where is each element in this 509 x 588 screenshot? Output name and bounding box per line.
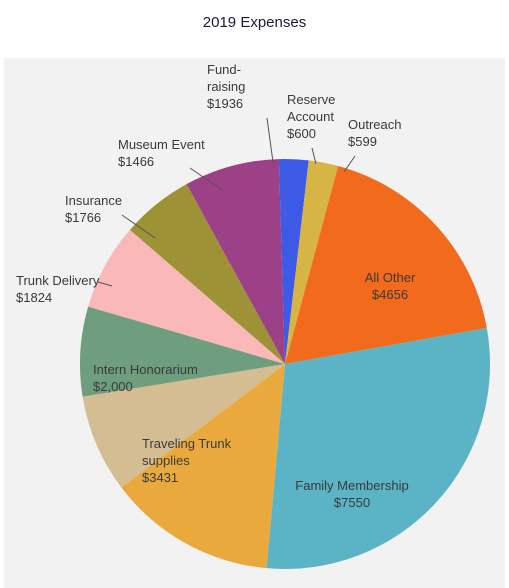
slice-name: supplies bbox=[142, 453, 190, 468]
pie-slice-outreach bbox=[285, 160, 339, 364]
slice-amount: $600 bbox=[287, 126, 316, 141]
slice-label: Reserve Account $600 bbox=[287, 92, 335, 141]
slice-amount: $2,000 bbox=[93, 379, 133, 394]
pie-slice-museum-event bbox=[129, 184, 285, 364]
slice-label: Intern Honorarium $2,000 bbox=[93, 362, 198, 394]
slice-label: Insurance $1766 bbox=[65, 193, 122, 225]
chart-title: 2019 Expenses bbox=[202, 14, 307, 31]
slice-name: Intern Honorarium bbox=[93, 362, 198, 377]
pie-slice-family-membership bbox=[266, 328, 490, 570]
slice-name: Fund- bbox=[207, 62, 241, 77]
pie-slice-insurance bbox=[88, 229, 285, 364]
slice-amount: $1936 bbox=[207, 96, 243, 111]
pie-slice-all-other bbox=[285, 165, 487, 364]
pie-slice-trunk-delivery bbox=[79, 306, 285, 397]
slice-name: Outreach bbox=[348, 117, 401, 132]
slice-amount: $1766 bbox=[65, 210, 101, 225]
slice-amount: $3431 bbox=[142, 470, 178, 485]
slice-label: Outreach $599 bbox=[348, 117, 401, 149]
slice-name: Trunk Delivery bbox=[16, 273, 100, 288]
leader-line bbox=[343, 155, 356, 173]
leader-line bbox=[189, 167, 223, 191]
slice-name: Reserve bbox=[287, 92, 335, 107]
pie-slice-fund-raising bbox=[186, 159, 285, 364]
leader-line bbox=[97, 281, 113, 287]
slice-amount: $7550 bbox=[334, 495, 370, 510]
slice-label: Museum Event $1466 bbox=[118, 137, 205, 169]
slice-name: Museum Event bbox=[118, 137, 205, 152]
slice-amount: $1824 bbox=[16, 290, 52, 305]
leader-lines bbox=[97, 117, 356, 287]
leader-line bbox=[121, 214, 156, 239]
slice-label: Family Membership $7550 bbox=[295, 478, 408, 510]
slice-label: Trunk Delivery $1824 bbox=[16, 273, 100, 305]
slice-name: raising bbox=[207, 79, 245, 94]
slice-label: Fund-raising $1936 bbox=[207, 62, 245, 111]
pie-slices bbox=[79, 158, 490, 570]
slice-name: Family Membership bbox=[295, 478, 408, 493]
slice-name: Insurance bbox=[65, 193, 122, 208]
slice-labels: All Other $4656 Family Membership $7550 Trav… bbox=[16, 62, 416, 510]
leader-line bbox=[266, 117, 274, 163]
slice-name: Account bbox=[287, 109, 334, 124]
pie-slice-traveling-trunk-supplies bbox=[121, 364, 285, 569]
slice-amount: $599 bbox=[348, 134, 377, 149]
slice-name: Traveling Trunk bbox=[142, 436, 232, 451]
slice-label: Traveling Trunk supplies $3431 bbox=[142, 436, 232, 485]
slice-name: All Other bbox=[365, 270, 416, 285]
slice-label: All Other $4656 bbox=[365, 270, 416, 302]
pie-slice-intern-honorarium bbox=[82, 364, 286, 488]
pie-slice-reserve-account bbox=[278, 158, 309, 364]
leader-line bbox=[311, 147, 317, 165]
slice-amount: $4656 bbox=[372, 287, 408, 302]
slice-amount: $1466 bbox=[118, 154, 154, 169]
